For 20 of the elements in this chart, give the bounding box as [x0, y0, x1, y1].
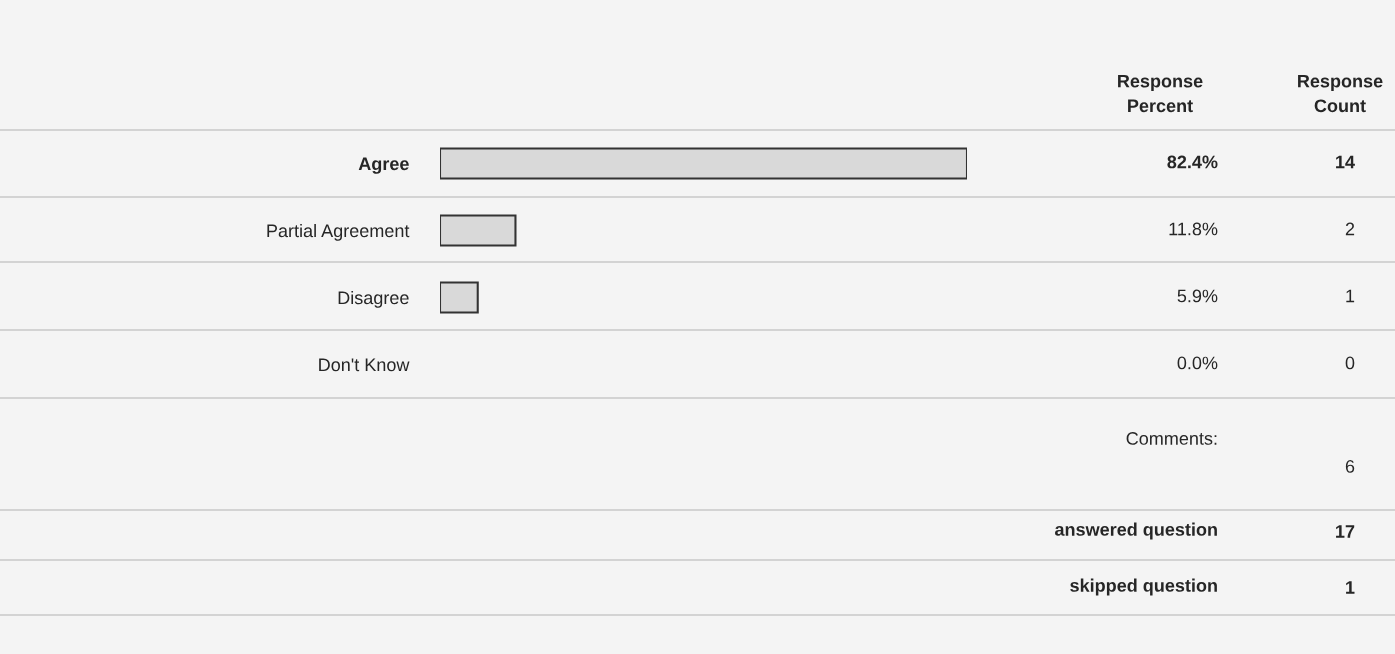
text: 2 [1345, 222, 1355, 236]
text: 0 [1345, 356, 1355, 370]
text: 1 [1346, 581, 1355, 594]
text: Response Count [1298, 74, 1383, 113]
text: Response Percent [1118, 74, 1203, 113]
data-label: 5.9% [1177, 289, 1218, 303]
text: answered question [1055, 522, 1217, 540]
text: 1 [1346, 289, 1355, 303]
text: Comments: [1126, 432, 1217, 445]
data-label: 0.0% [1177, 356, 1218, 370]
y-tick-label: Disagree [338, 290, 409, 308]
data-label: 82.4% [1167, 155, 1218, 169]
text: skipped question [1070, 578, 1217, 596]
text: 14 [1336, 155, 1355, 169]
text: 6 [1345, 460, 1355, 473]
y-tick-label: Partial Agreement [267, 223, 410, 241]
y-tick-label: Don't Know [319, 358, 410, 372]
data-label: 11.8% [1169, 222, 1218, 236]
y-tick-label: Agree [358, 157, 409, 174]
text: 17 [1336, 525, 1355, 538]
